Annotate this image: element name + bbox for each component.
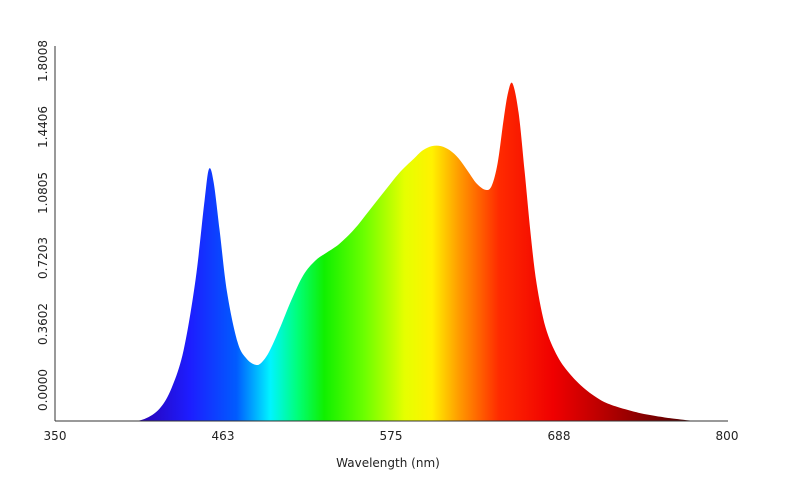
x-tick-label: 350 [44,429,67,443]
x-tick-label: 575 [380,429,403,443]
y-tick-label: 1.8008 [36,40,50,82]
spectrum-area [55,82,728,422]
y-tick-label: 0.3602 [36,303,50,345]
y-tick-label: 1.0805 [36,172,50,214]
y-tick-label: 0.0000 [36,369,50,411]
x-axis-title: Wavelength (nm) [336,456,440,470]
y-tick-label: 1.4406 [36,106,50,148]
x-tick-label: 463 [212,429,235,443]
plot-area [55,82,728,422]
x-tick-label: 800 [716,429,739,443]
y-tick-label: 0.7203 [36,237,50,279]
x-ticks: 350 463 575 688 800 [44,429,739,443]
y-ticks: 0.0000 0.3602 0.7203 1.0805 1.4406 1.800… [36,40,50,411]
x-tick-label: 688 [548,429,571,443]
